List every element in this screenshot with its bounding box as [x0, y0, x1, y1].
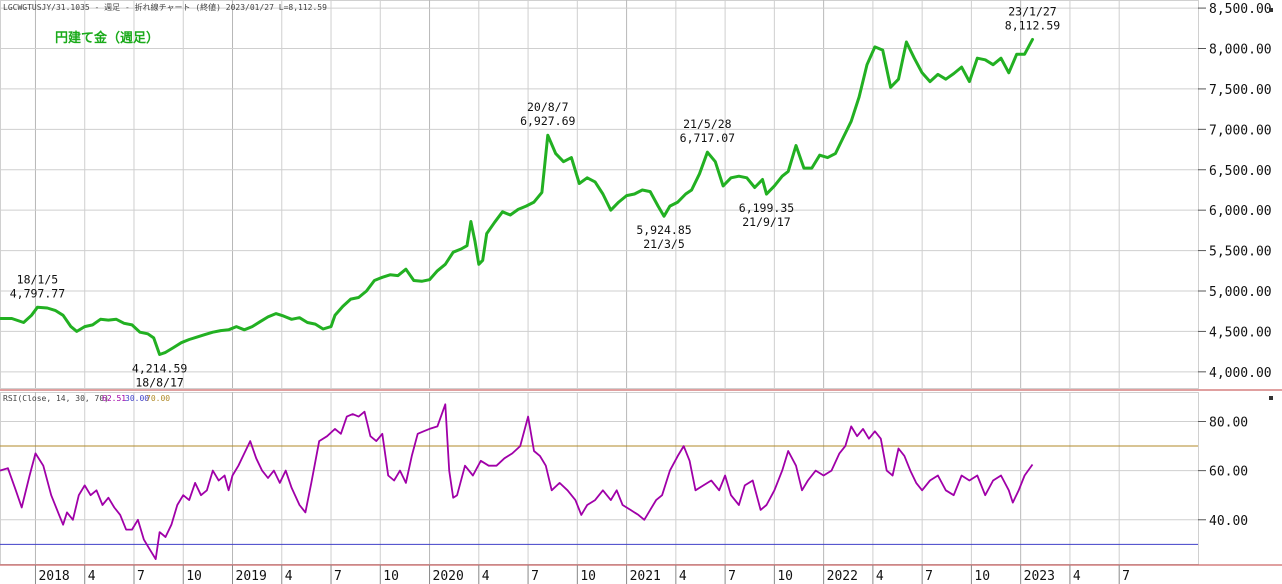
price-panel-scroll-marker[interactable] [1269, 8, 1273, 12]
annotation-label: 18/8/17 [135, 375, 184, 389]
rsi-low-level: 30.00 [125, 394, 149, 403]
rsi-y-axis: 80.00 60.00 40.00 [1198, 415, 1248, 529]
annotation-label: 4,797.77 [10, 286, 65, 300]
annotation-label: 8,112.59 [1005, 18, 1060, 32]
rsi-panel-scroll-marker[interactable] [1269, 396, 1273, 400]
annotation-label: 4,214.59 [132, 361, 187, 375]
x-tick-label: 10 [974, 569, 990, 584]
annotation-label: 6,927.69 [520, 114, 575, 128]
annotation-label: 23/1/27 [1008, 4, 1057, 18]
price-y-tick-label: 6,500.00 [1209, 164, 1272, 179]
rsi-y-tick-label: 80.00 [1209, 415, 1248, 430]
x-tick-label: 2018 [38, 569, 69, 584]
price-y-tick-label: 6,000.00 [1209, 204, 1272, 219]
price-y-tick-label: 5,000.00 [1209, 285, 1272, 300]
x-tick-label: 10 [580, 569, 596, 584]
price-y-tick-label: 7,500.00 [1209, 83, 1272, 98]
x-tick-label: 2023 [1024, 569, 1055, 584]
x-tick-label: 4 [1073, 569, 1081, 584]
annotation-label: 5,924.85 [636, 223, 691, 237]
x-tick-label: 7 [334, 569, 342, 584]
rsi-header-label: RSI(Close, 14, 30, 70) [3, 394, 109, 403]
x-tick-label: 7 [531, 569, 539, 584]
price-y-tick-label: 5,500.00 [1209, 245, 1272, 260]
x-tick-label: 4 [679, 569, 687, 584]
annotation-label: 6,717.07 [680, 131, 735, 145]
x-tick-label: 10 [777, 569, 793, 584]
x-tick-label: 2022 [827, 569, 858, 584]
annotation-label: 6,199.35 [739, 201, 794, 215]
x-tick-label: 7 [137, 569, 145, 584]
price-y-tick-label: 8,500.00 [1209, 2, 1272, 17]
annotation-label: 21/3/5 [643, 237, 685, 251]
x-tick-label: 4 [285, 569, 293, 584]
price-series-line [0, 37, 1034, 356]
x-tick-label: 2020 [433, 569, 464, 584]
annotation-label: 20/8/7 [527, 100, 569, 114]
x-tick-label: 2019 [236, 569, 267, 584]
annotation-label: 21/5/28 [683, 117, 732, 131]
rsi-levels [0, 445, 1198, 545]
grid-lines [0, 0, 1198, 564]
price-y-tick-label: 8,000.00 [1209, 43, 1272, 58]
chart-header-text: LGCWGTUSJY/31.1035 - 週足 - 折れ線チャート (終値) 2… [3, 2, 327, 12]
price-y-axis: 8,500.00 8,000.00 7,500.00 7,000.00 6,500.00… [1198, 2, 1272, 381]
x-tick-label: 4 [88, 569, 96, 584]
x-tick-label: 7 [728, 569, 736, 584]
x-tick-label: 10 [186, 569, 202, 584]
price-y-tick-label: 4,000.00 [1209, 366, 1272, 381]
rsi-high-level: 70.00 [146, 394, 170, 403]
x-tick-label: 4 [876, 569, 884, 584]
price-panel [0, 0, 1199, 389]
price-y-tick-label: 7,000.00 [1209, 123, 1272, 138]
rsi-current-value: 62.51 [102, 394, 126, 403]
x-tick-label: 7 [925, 569, 933, 584]
x-tick-label: 2021 [630, 569, 661, 584]
chart-title: 円建て金（週足） [55, 30, 159, 46]
rsi-y-tick-label: 40.00 [1209, 514, 1248, 529]
x-tick-label: 4 [482, 569, 490, 584]
rsi-panel [0, 392, 1199, 565]
annotation-label: 18/1/5 [17, 272, 59, 286]
rsi-y-tick-label: 60.00 [1209, 465, 1248, 480]
x-axis: 2018 4 7 10 2019 4 7 10 2020 4 7 10 2021 4 7 10 2022 4 7 10… [34, 565, 1130, 584]
rsi-series-line [0, 403, 1034, 560]
x-tick-label: 10 [383, 569, 399, 584]
price-y-tick-label: 4,500.00 [1209, 325, 1272, 340]
x-tick-label: 7 [1122, 569, 1130, 584]
annotation-label: 21/9/17 [742, 215, 791, 229]
